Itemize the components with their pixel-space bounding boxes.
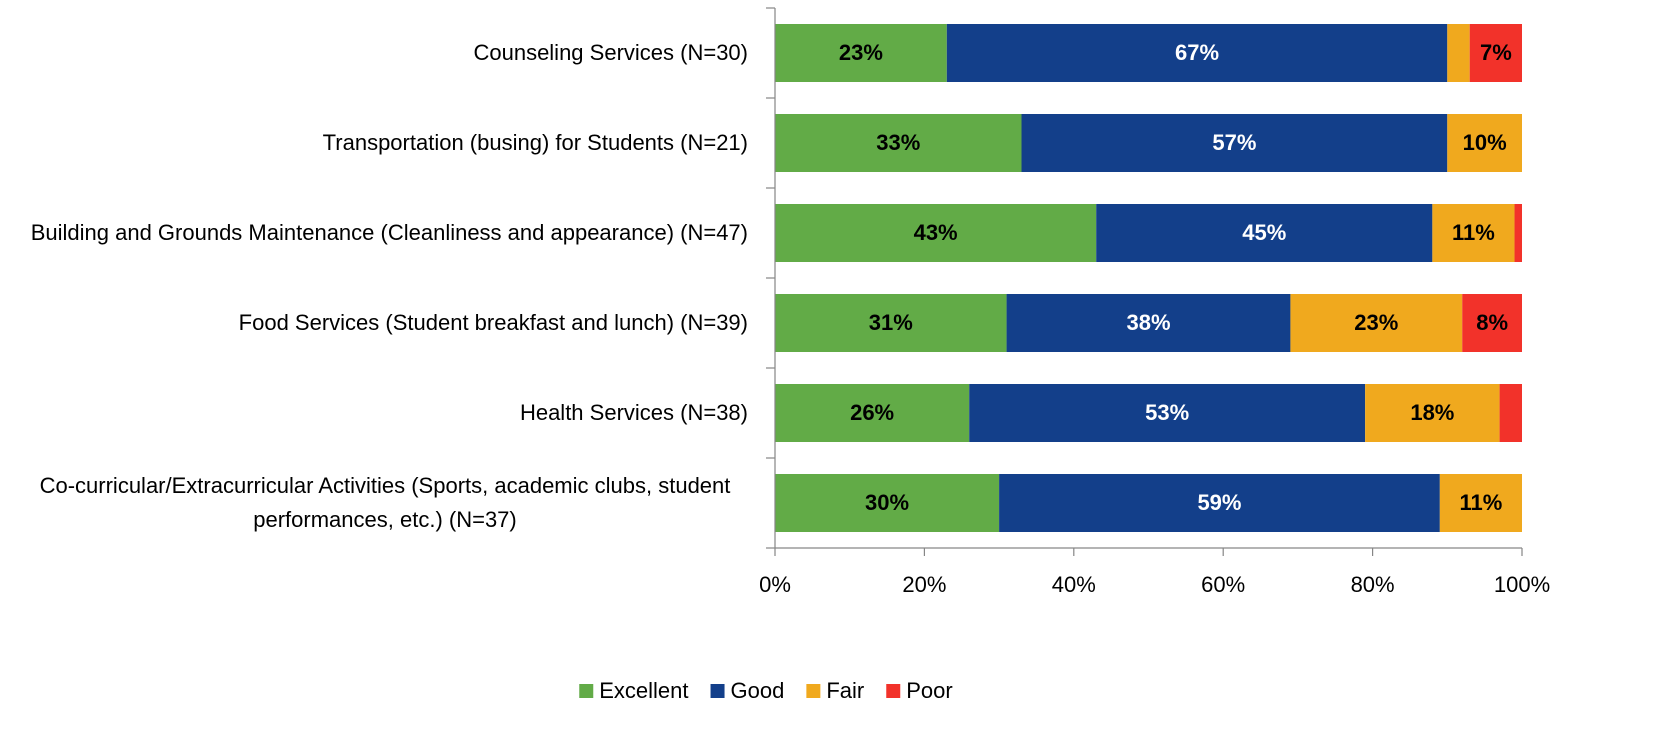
category-label: Health Services (N=38) [519, 400, 748, 425]
bar-segment [1006, 294, 1291, 352]
category-label: Co-curricular/Extracurricular Activities… [39, 473, 731, 532]
bar-segment [1432, 204, 1515, 262]
data-label: 7% [1480, 40, 1512, 65]
bar-segment [775, 384, 970, 442]
bar-segment [969, 384, 1366, 442]
legend-swatch [579, 684, 594, 698]
x-tick-label: 40% [1052, 572, 1096, 597]
data-label: 23% [1354, 310, 1398, 335]
data-label: 67% [1175, 40, 1219, 65]
bar-segment [999, 474, 1440, 532]
data-label: 11% [1452, 220, 1495, 245]
data-label: 38% [1126, 310, 1170, 335]
data-label: 11% [1460, 490, 1503, 515]
category-label: Counseling Services (N=30) [473, 40, 748, 65]
bar-segment [1447, 24, 1470, 82]
x-tick-label: 20% [902, 572, 946, 597]
category-label: Building and Grounds Maintenance (Cleanl… [30, 220, 748, 245]
category-label: Food Services (Student breakfast and lun… [238, 310, 748, 335]
bar-segment [775, 294, 1007, 352]
bar-segment [775, 24, 947, 82]
data-label: 8% [1476, 310, 1508, 335]
data-label: 31% [869, 310, 913, 335]
legend-label: Good [731, 678, 785, 703]
legend-swatch [710, 684, 725, 698]
x-tick-label: 0% [759, 572, 791, 597]
legend-label: Fair [826, 678, 864, 703]
x-tick-label: 100% [1494, 572, 1550, 597]
bar-segment [1514, 204, 1522, 262]
bar-segment [1365, 384, 1500, 442]
data-label: 10% [1463, 130, 1507, 155]
legend-label: Excellent [599, 678, 688, 703]
x-tick-label: 60% [1201, 572, 1245, 597]
data-label: 26% [850, 400, 894, 425]
data-label: 33% [876, 130, 920, 155]
bar-segment [1290, 294, 1463, 352]
data-label: 18% [1410, 400, 1454, 425]
bar-segment [1469, 24, 1522, 82]
bar-segment [946, 24, 1448, 82]
legend-swatch [806, 684, 821, 698]
data-label: 43% [914, 220, 958, 245]
bar-segment [1462, 294, 1522, 352]
legend-swatch [886, 684, 901, 698]
bar-segment [775, 474, 1000, 532]
bar-segment [1439, 474, 1522, 532]
data-label: 53% [1145, 400, 1189, 425]
bar-segment [1447, 114, 1522, 172]
bar-segment [1021, 114, 1448, 172]
bar-segment [775, 114, 1022, 172]
data-label: 30% [865, 490, 909, 515]
bar-segment [1499, 384, 1522, 442]
data-label: 59% [1197, 490, 1241, 515]
data-label: 45% [1242, 220, 1286, 245]
data-label: 57% [1212, 130, 1256, 155]
bar-segment [775, 204, 1097, 262]
x-tick-label: 80% [1351, 572, 1395, 597]
bar-segment [1096, 204, 1433, 262]
data-label: 23% [839, 40, 883, 65]
legend-label: Poor [906, 678, 952, 703]
category-label: Transportation (busing) for Students (N=… [322, 130, 748, 155]
